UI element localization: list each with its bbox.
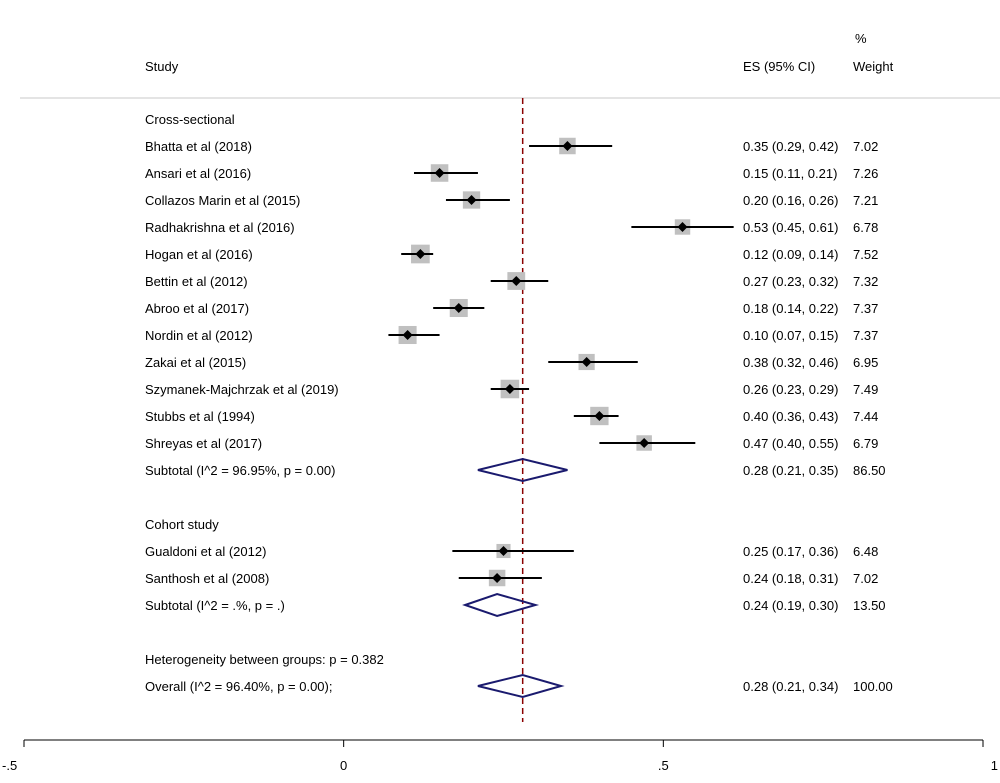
es-ci-value: 0.53 (0.45, 0.61) [743, 220, 838, 235]
header-weight: Weight [853, 59, 894, 74]
study-label: Stubbs et al (1994) [145, 409, 255, 424]
es-ci-value: 0.27 (0.23, 0.32) [743, 274, 838, 289]
group-label: Cross-sectional [145, 112, 235, 127]
note-label: Heterogeneity between groups: p = 0.382 [145, 652, 384, 667]
weight-value: 7.32 [853, 274, 878, 289]
point-estimate-santhosh-et-al-2008 [492, 573, 503, 583]
header-study: Study [145, 59, 179, 74]
x-tick-label: .5 [658, 758, 669, 773]
subtotal-label: Subtotal (I^2 = .%, p = .) [145, 598, 285, 613]
subtotal-label: Subtotal (I^2 = 96.95%, p = 0.00) [145, 463, 335, 478]
point-estimate-nordin-et-al-2012 [402, 330, 413, 340]
study-label: Nordin et al (2012) [145, 328, 253, 343]
study-label: Radhakrishna et al (2016) [145, 220, 295, 235]
es-ci-value: 0.26 (0.23, 0.29) [743, 382, 838, 397]
es-ci-value: 0.24 (0.19, 0.30) [743, 598, 838, 613]
es-ci-value: 0.20 (0.16, 0.26) [743, 193, 838, 208]
es-ci-value: 0.12 (0.09, 0.14) [743, 247, 838, 262]
point-estimate-collazos-marin-et-al-2015 [466, 195, 477, 205]
study-label: Bhatta et al (2018) [145, 139, 252, 154]
group-label: Cohort study [145, 517, 219, 532]
point-estimate-zakai-et-al-2015 [581, 357, 592, 367]
point-estimate-shreyas-et-al-2017 [639, 438, 650, 448]
point-estimate-bettin-et-al-2012 [511, 276, 522, 286]
study-label: Collazos Marin et al (2015) [145, 193, 300, 208]
subtotal-diamond [462, 592, 540, 618]
study-label: Szymanek-Majchrzak et al (2019) [145, 382, 339, 397]
weight-value: 6.78 [853, 220, 878, 235]
study-label: Bettin et al (2012) [145, 274, 248, 289]
es-ci-value: 0.10 (0.07, 0.15) [743, 328, 838, 343]
point-estimate-abroo-et-al-2017 [453, 303, 464, 313]
header-es: ES (95% CI) [743, 59, 815, 74]
x-tick-label: -.5 [2, 758, 17, 773]
weight-value: 7.37 [853, 301, 878, 316]
x-tick-label: 0 [340, 758, 347, 773]
rows-layer: Cross-sectional Bhatta et al (2018) 0.35 (… [145, 112, 893, 699]
point-estimate-radhakrishna-et-al-2016 [677, 222, 688, 232]
es-ci-value: 0.18 (0.14, 0.22) [743, 301, 838, 316]
study-label: Ansari et al (2016) [145, 166, 251, 181]
es-ci-value: 0.47 (0.40, 0.55) [743, 436, 838, 451]
es-ci-value: 0.15 (0.11, 0.21) [743, 166, 837, 181]
study-label: Abroo et al (2017) [145, 301, 249, 316]
study-label: Gualdoni et al (2012) [145, 544, 266, 559]
point-estimate-stubbs-et-al-1994 [594, 411, 605, 421]
study-label: Santhosh et al (2008) [145, 571, 269, 586]
weight-value: 7.49 [853, 382, 878, 397]
weight-value: 7.02 [853, 139, 878, 154]
es-ci-value: 0.35 (0.29, 0.42) [743, 139, 838, 154]
es-ci-value: 0.28 (0.21, 0.34) [743, 679, 838, 694]
overall-label: Overall (I^2 = 96.40%, p = 0.00); [145, 679, 332, 694]
x-tick-label: 1 [991, 758, 998, 773]
header-weight-percent: % [855, 31, 867, 46]
weight-value: 7.02 [853, 571, 878, 586]
study-label: Zakai et al (2015) [145, 355, 246, 370]
es-ci-value: 0.40 (0.36, 0.43) [743, 409, 838, 424]
point-estimate-gualdoni-et-al-2012 [498, 546, 509, 556]
overall-diamond [477, 673, 565, 699]
point-estimate-ansari-et-al-2016 [434, 168, 445, 178]
weight-value: 13.50 [853, 598, 886, 613]
weight-value: 86.50 [853, 463, 886, 478]
es-ci-value: 0.38 (0.32, 0.46) [743, 355, 838, 370]
study-label: Shreyas et al (2017) [145, 436, 262, 451]
point-estimate-szymanek-majchrzak-et-al-2019 [504, 384, 515, 394]
weight-value: 7.21 [853, 193, 878, 208]
weight-value: 7.26 [853, 166, 878, 181]
weight-value: 6.48 [853, 544, 878, 559]
weight-value: 7.44 [853, 409, 878, 424]
weight-value: 7.37 [853, 328, 878, 343]
x-axis-ticks: -.5 0 .5 1 [2, 740, 998, 773]
weight-value: 6.95 [853, 355, 878, 370]
weight-value: 100.00 [853, 679, 893, 694]
subtotal-diamond [477, 457, 568, 483]
point-estimate-bhatta-et-al-2018 [562, 141, 573, 151]
study-label: Hogan et al (2016) [145, 247, 253, 262]
es-ci-value: 0.24 (0.18, 0.31) [743, 571, 838, 586]
es-ci-value: 0.28 (0.21, 0.35) [743, 463, 838, 478]
es-ci-value: 0.25 (0.17, 0.36) [743, 544, 838, 559]
weight-value: 7.52 [853, 247, 878, 262]
weight-value: 6.79 [853, 436, 878, 451]
point-estimate-hogan-et-al-2016 [415, 249, 426, 259]
